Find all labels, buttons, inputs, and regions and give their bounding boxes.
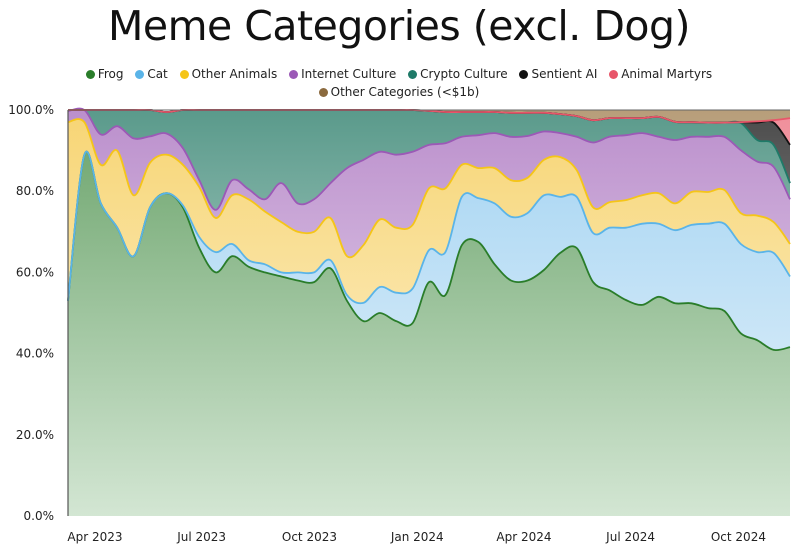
legend-label: Sentient AI [531, 67, 598, 81]
y-tick-label: 80.0% [16, 184, 54, 198]
legend-swatch-sentient-ai [519, 70, 529, 79]
x-tick-label: Apr 2024 [496, 530, 551, 544]
legend-item-animal-martyrs: Animal Martyrs [609, 67, 712, 81]
legend-item-frog: Frog [85, 67, 124, 81]
area-other-categories-1b [68, 109, 790, 123]
area-internet-culture [68, 108, 790, 258]
series-lines [67, 107, 791, 352]
area-other-animals [68, 119, 790, 304]
legend-swatch-other-animals [179, 70, 189, 79]
y-tick-label: 20.0% [16, 428, 54, 442]
legend-item-other-animals: Other Animals [179, 67, 278, 81]
y-tick-label: 60.0% [16, 265, 54, 279]
legend-label: Frog [97, 67, 124, 81]
areas [68, 108, 790, 517]
line-other-animals [67, 118, 791, 259]
y-tick-label: 100.0% [8, 103, 54, 117]
legend-item-cat: Cat [135, 67, 168, 81]
legend-item-other-categories: Other Categories (<$1b) [318, 85, 480, 99]
x-tick-label: Apr 2023 [67, 530, 122, 544]
x-tick-label: Jul 2024 [605, 530, 655, 544]
legend-item-crypto-culture: Crypto Culture [408, 67, 508, 81]
legend-swatch-cat [135, 70, 145, 79]
y-tick-label: 0.0% [24, 509, 55, 523]
legend-item-sentient-ai: Sentient AI [519, 67, 597, 81]
legend-label: Animal Martyrs [621, 67, 713, 81]
y-ticks: 0.0% 20.0% 40.0% 60.0% 80.0% 100.0% [8, 103, 54, 523]
x-tick-label: Jul 2023 [176, 530, 226, 544]
x-tick-label: Oct 2023 [282, 530, 337, 544]
legend-label: Other Categories (<$1b) [330, 85, 480, 99]
y-tick-label: 40.0% [16, 347, 54, 361]
x-tick-label: Jan 2024 [390, 530, 444, 544]
legend-swatch-other-categories [318, 88, 328, 97]
legend-row-2: Other Categories (<$1b) [0, 85, 798, 99]
line-cat [67, 150, 791, 305]
legend-label: Internet Culture [301, 67, 397, 81]
x-ticks: Apr 2023 Jul 2023 Oct 2023 Jan 2024 Apr 2024… [67, 530, 766, 544]
legend-item-internet-culture: Internet Culture [289, 67, 396, 81]
legend-label: Other Animals [191, 67, 278, 81]
chart-title: Meme Categories (excl. Dog) [107, 2, 691, 50]
legend-swatch-frog [85, 70, 95, 79]
legend-swatch-animal-martyrs [609, 70, 619, 79]
legend-label: Crypto Culture [420, 67, 508, 81]
x-tick-label: Oct 2024 [711, 530, 766, 544]
legend-swatch-internet-culture [289, 70, 299, 79]
area-frog [68, 151, 790, 517]
area-crypto-culture [68, 108, 790, 210]
line-internet-culture [67, 107, 791, 211]
legend: Frog Cat Other Animals Internet Culture … [0, 67, 798, 81]
legend-label: Cat [147, 67, 168, 81]
legend-swatch-crypto-culture [408, 70, 418, 79]
